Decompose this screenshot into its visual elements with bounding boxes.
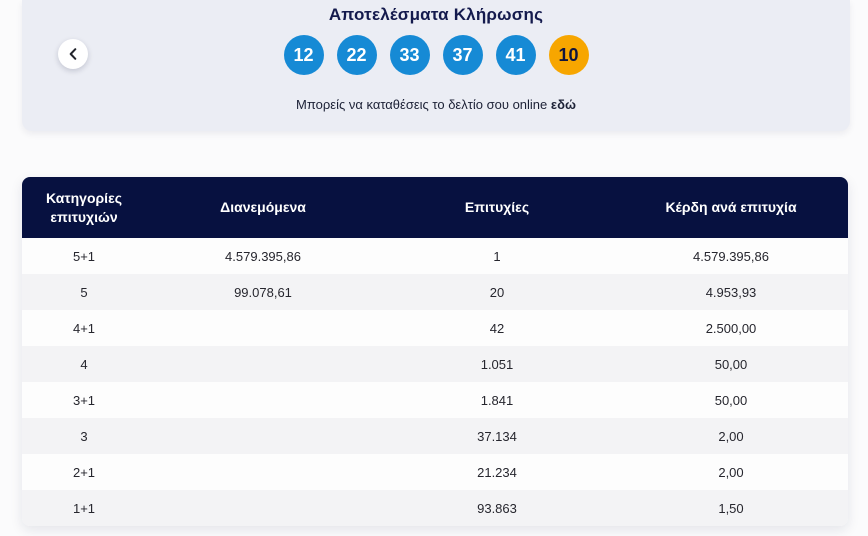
prize-table: Κατηγορίες επιτυχιών Διανεμόμενα Επιτυχίες… [22, 177, 848, 526]
column-header: Κέρδη ανά επιτυχία [614, 177, 848, 238]
chevron-left-icon [69, 48, 77, 60]
prize-table-row: 5 99.078,61 20 4.953,93 [22, 274, 848, 310]
category-cell: 4 [80, 356, 88, 372]
category-cell: 5 [80, 284, 88, 300]
prize-table-row: 5+1 4.579.395,86 1 4.579.395,86 [22, 238, 848, 274]
prize-table-row: 1+1 93.863 1,50 [22, 490, 848, 526]
prize-cell: 2.500,00 [705, 320, 757, 336]
category-cell: 1+1 [72, 500, 96, 516]
main-number-ball: 37 [442, 35, 483, 75]
prize-table-row: 3 37.134 2,00 [22, 418, 848, 454]
distributed-cell: 4.579.395,86 [225, 248, 301, 264]
column-header: Διανεμόμενα [146, 177, 380, 238]
category-cell: 4+1 [72, 320, 96, 336]
prize-cell: 2,00 [718, 464, 744, 480]
prize-table-row: 4 1.051 50,00 [22, 346, 848, 382]
prize-table-row: 2+1 21.234 2,00 [22, 454, 848, 490]
category-cell: 3+1 [72, 392, 96, 408]
distributed-cell: 99.078,61 [234, 284, 292, 300]
main-number-ball: 12 [283, 35, 324, 75]
prize-table-body: 5+1 4.579.395,86 1 4.579.395,86 5 99.078,61 20… [22, 238, 848, 526]
prize-cell: 50,00 [714, 392, 748, 408]
bonus-number-ball: 10 [548, 35, 589, 75]
drawn-numbers: 12 22 33 37 41 10 [22, 35, 850, 75]
prize-cell: 50,00 [714, 356, 748, 372]
main-number-ball: 41 [495, 35, 536, 75]
prize-table-row: 4+1 42 2.500,00 [22, 310, 848, 346]
winners-cell: 1.841 [480, 392, 514, 408]
prize-cell: 1,50 [718, 500, 744, 516]
winners-cell: 37.134 [477, 428, 517, 444]
online-ticket-link[interactable]: εδώ [550, 97, 576, 112]
page-title: Αποτελέσματα Κλήρωσης [328, 5, 544, 24]
online-ticket-hint: Μπορείς να καταθέσεις το δελτίο σου onli… [22, 97, 850, 112]
distributed-cell [146, 490, 380, 526]
distributed-cell [146, 382, 380, 418]
previous-draw-button[interactable] [58, 39, 88, 69]
winners-cell: 42 [489, 320, 505, 336]
winners-cell: 21.234 [477, 464, 517, 480]
winners-cell: 1 [493, 248, 501, 264]
table-header-row: Κατηγορίες επιτυχιών Διανεμόμενα Επιτυχίες… [22, 177, 848, 238]
prize-cell: 4.579.395,86 [693, 248, 769, 264]
winners-cell: 1.051 [480, 356, 514, 372]
column-header: Επιτυχίες [380, 177, 614, 238]
winners-cell: 93.863 [477, 500, 517, 516]
category-cell: 3 [80, 428, 88, 444]
prize-cell: 4.953,93 [705, 284, 757, 300]
category-cell: 2+1 [72, 464, 96, 480]
distributed-cell [146, 418, 380, 454]
main-number-ball: 33 [389, 35, 430, 75]
winners-cell: 20 [489, 284, 505, 300]
online-ticket-text: Μπορείς να καταθέσεις το δελτίο σου onli… [296, 97, 548, 112]
draw-results-card: Αποτελέσματα Κλήρωσης 12 22 33 37 41 10 Μπορε… [22, 0, 850, 131]
distributed-cell [146, 310, 380, 346]
distributed-cell [146, 454, 380, 490]
category-cell: 5+1 [72, 248, 96, 264]
prize-table-card: Κατηγορίες επιτυχιών Διανεμόμενα Επιτυχίες… [22, 177, 848, 526]
prize-cell: 2,00 [718, 428, 744, 444]
distributed-cell [146, 346, 380, 382]
prize-table-row: 3+1 1.841 50,00 [22, 382, 848, 418]
column-header: Κατηγορίες επιτυχιών [22, 177, 146, 238]
main-number-ball: 22 [336, 35, 377, 75]
